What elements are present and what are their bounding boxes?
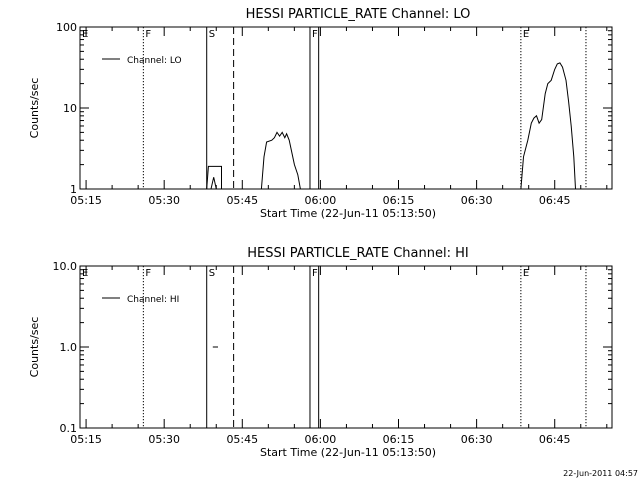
x-tick-label: 05:15 xyxy=(70,433,102,446)
legend-label: Channel: HI xyxy=(127,295,179,305)
x-tick-label: 06:30 xyxy=(461,194,493,207)
series-line xyxy=(206,165,222,190)
event-marker-label: E xyxy=(523,268,529,279)
event-marker-label: E xyxy=(523,29,529,40)
x-tick-label: 06:45 xyxy=(539,194,571,207)
event-marker-label: E xyxy=(82,29,88,40)
x-axis-label: Start Time (22-Jun-11 05:13:50) xyxy=(260,446,436,459)
plot-lo-channel: HESSI PARTICLE_RATE Channel: LO 1 10 100 Cou… xyxy=(28,7,613,220)
event-marker-label: F xyxy=(312,29,318,40)
y-tick-label: 100 xyxy=(56,21,77,34)
plot-frame xyxy=(79,26,613,190)
x-tick-label: 06:30 xyxy=(461,433,493,446)
legend-label: Channel: LO xyxy=(127,56,182,66)
event-marker-label: S xyxy=(209,29,215,40)
series-line xyxy=(210,177,217,190)
chart-title: HESSI PARTICLE_RATE Channel: HI xyxy=(247,246,468,261)
chart-title: HESSI PARTICLE_RATE Channel: LO xyxy=(246,7,471,22)
x-tick-label: 06:15 xyxy=(383,433,415,446)
footer-timestamp: 22-Jun-2011 04:57 xyxy=(563,469,638,478)
event-marker-label: F xyxy=(312,268,318,279)
x-tick-label: 05:30 xyxy=(148,433,180,446)
event-marker-label: F xyxy=(145,29,151,40)
y-tick-label: 10.0 xyxy=(53,260,78,273)
y-tick-label: 10 xyxy=(63,102,77,115)
event-marker-label: S xyxy=(209,268,215,279)
plot-hi-channel: HESSI PARTICLE_RATE Channel: HI 0.1 1.0 10.… xyxy=(28,246,613,459)
x-tick-label: 06:15 xyxy=(383,194,415,207)
x-tick-label: 05:15 xyxy=(70,194,102,207)
x-axis-label: Start Time (22-Jun-11 05:13:50) xyxy=(260,207,436,220)
y-tick-label: 1.0 xyxy=(60,341,78,354)
event-marker-label: E xyxy=(82,268,88,279)
y-tick-label: 1 xyxy=(70,183,77,196)
x-tick-label: 06:00 xyxy=(305,433,337,446)
x-tick-label: 05:30 xyxy=(148,194,180,207)
series-line xyxy=(520,62,576,190)
x-tick-label: 06:45 xyxy=(539,433,571,446)
x-tick-label: 06:00 xyxy=(305,194,337,207)
event-marker-label: F xyxy=(145,268,151,279)
y-axis-label: Counts/sec xyxy=(28,78,41,139)
x-tick-label: 05:45 xyxy=(226,194,258,207)
series-line xyxy=(260,131,301,190)
y-tick-label: 0.1 xyxy=(60,422,78,435)
plot-frame xyxy=(79,265,613,429)
x-tick-label: 05:45 xyxy=(226,433,258,446)
y-axis-label: Counts/sec xyxy=(28,317,41,378)
